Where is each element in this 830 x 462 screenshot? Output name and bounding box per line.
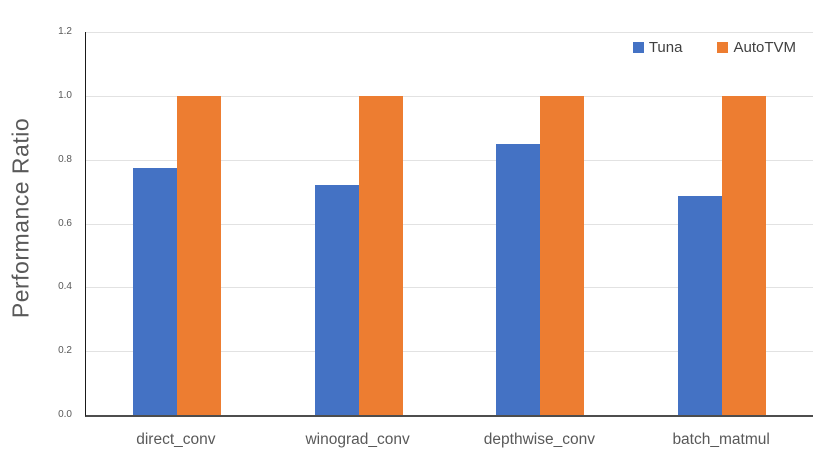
- y-tick-label: 0.2: [58, 345, 72, 357]
- bar-tuna-direct_conv: [132, 167, 177, 415]
- x-category-label: winograd_conv: [305, 431, 410, 448]
- gridline: [86, 95, 813, 97]
- gridline: [86, 223, 813, 225]
- x-category-label: depthwise_conv: [483, 431, 595, 448]
- legend-label: Tuna: [648, 39, 683, 56]
- plot-area: Tuna AutoTVM: [85, 32, 813, 417]
- bar-autotvm-direct_conv: [176, 95, 221, 415]
- bar-autotvm-winograd_conv: [358, 95, 403, 415]
- x-category-label: batch_matmul: [672, 431, 770, 448]
- gridline: [86, 351, 813, 353]
- legend-item-autotvm: AutoTVM: [717, 39, 796, 56]
- y-tick-label: 1.2: [58, 26, 72, 37]
- y-tick-label: 0.6: [58, 217, 72, 229]
- legend-item-tuna: Tuna: [632, 39, 683, 56]
- gridline: [86, 287, 813, 289]
- y-tick-label: 0.8: [58, 153, 72, 165]
- legend: Tuna AutoTVM: [632, 39, 796, 56]
- bar-tuna-winograd_conv: [314, 185, 359, 415]
- y-tick-label: 0.0: [58, 409, 72, 420]
- y-tick-label: 0.4: [58, 281, 72, 293]
- legend-swatch-icon: [717, 42, 729, 53]
- bar-tuna-depthwise_conv: [496, 143, 541, 415]
- gridline: [86, 159, 813, 161]
- bar-autotvm-depthwise_conv: [540, 95, 585, 415]
- legend-swatch-icon: [632, 42, 644, 53]
- bar-tuna-batch_matmul: [678, 196, 723, 415]
- x-category-label: direct_conv: [136, 431, 216, 448]
- bar-autotvm-batch_matmul: [722, 95, 767, 415]
- y-tick-label: 1.0: [58, 89, 72, 101]
- gridline: [86, 32, 813, 33]
- legend-label: AutoTVM: [733, 39, 796, 56]
